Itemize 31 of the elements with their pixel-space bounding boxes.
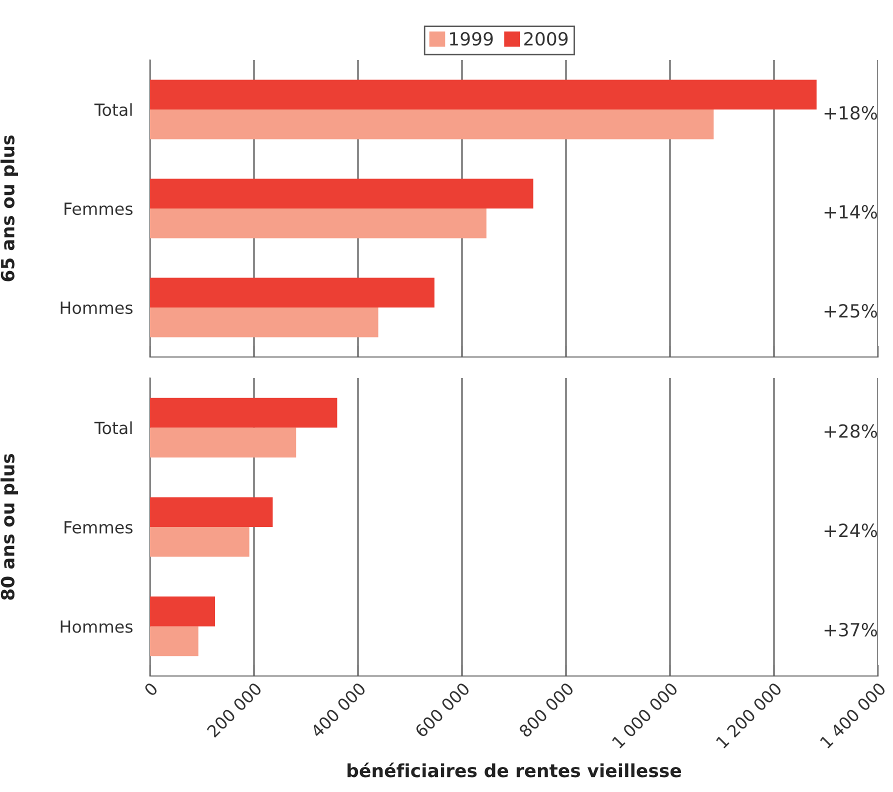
- annotation: +28%: [824, 424, 877, 438]
- annotation: +24%: [824, 524, 877, 538]
- x-tick-label: 1 400 000: [820, 682, 886, 749]
- annotation: +14%: [824, 205, 877, 219]
- y-axis-title: 65 ans ou plus: [0, 135, 18, 282]
- bar: [150, 80, 817, 110]
- x-axis-title: bénéficiaires de rentes vieillesse: [348, 762, 682, 778]
- y-tick-label: Femmes: [64, 521, 133, 534]
- y-tick-label: Hommes: [60, 302, 133, 314]
- annotation: +18%: [824, 106, 877, 120]
- bar: [150, 308, 378, 338]
- y-tick-label: Hommes: [60, 620, 133, 633]
- y-tick-label: Total: [94, 103, 132, 116]
- x-tick-label: 1 200 000: [716, 682, 782, 749]
- x-tick-label: 800 000: [518, 682, 574, 738]
- x-tick-label: 400 000: [310, 682, 366, 738]
- bar: [150, 110, 714, 140]
- bar: [150, 208, 486, 238]
- y-axis-title: 80 ans ou plus: [0, 454, 18, 600]
- x-tick-label: 600 000: [414, 682, 470, 738]
- x-tick-label: 1 000 000: [612, 682, 678, 749]
- y-tick-label: Femmes: [64, 202, 133, 216]
- y-tick-label: Total: [94, 421, 132, 434]
- bar: [150, 178, 534, 208]
- x-tick-label: 0: [143, 682, 158, 697]
- annotation: +37%: [824, 622, 877, 637]
- annotation: +25%: [824, 304, 877, 318]
- legend-label: 2009: [524, 32, 568, 46]
- x-tick-label: 200 000: [206, 682, 262, 738]
- bar: [150, 278, 434, 308]
- legend-label: 1999: [450, 32, 493, 46]
